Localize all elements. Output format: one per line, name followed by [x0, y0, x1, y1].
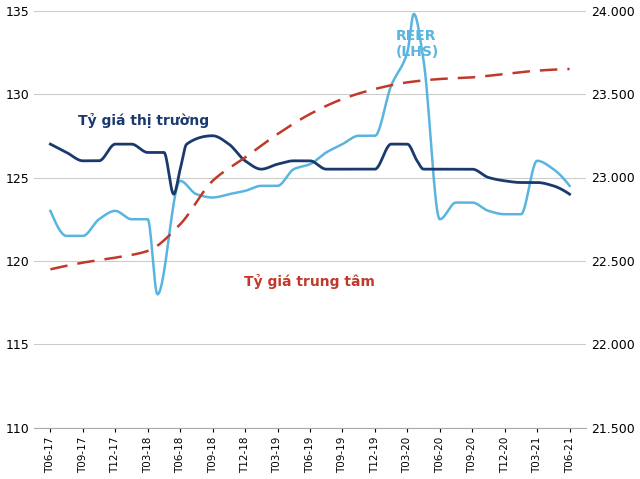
- Text: Tỷ giá trung tâm: Tỷ giá trung tâm: [244, 274, 374, 289]
- Text: REER
(LHS): REER (LHS): [396, 29, 439, 59]
- Text: Tỷ giá thị trường: Tỷ giá thị trường: [78, 114, 209, 128]
